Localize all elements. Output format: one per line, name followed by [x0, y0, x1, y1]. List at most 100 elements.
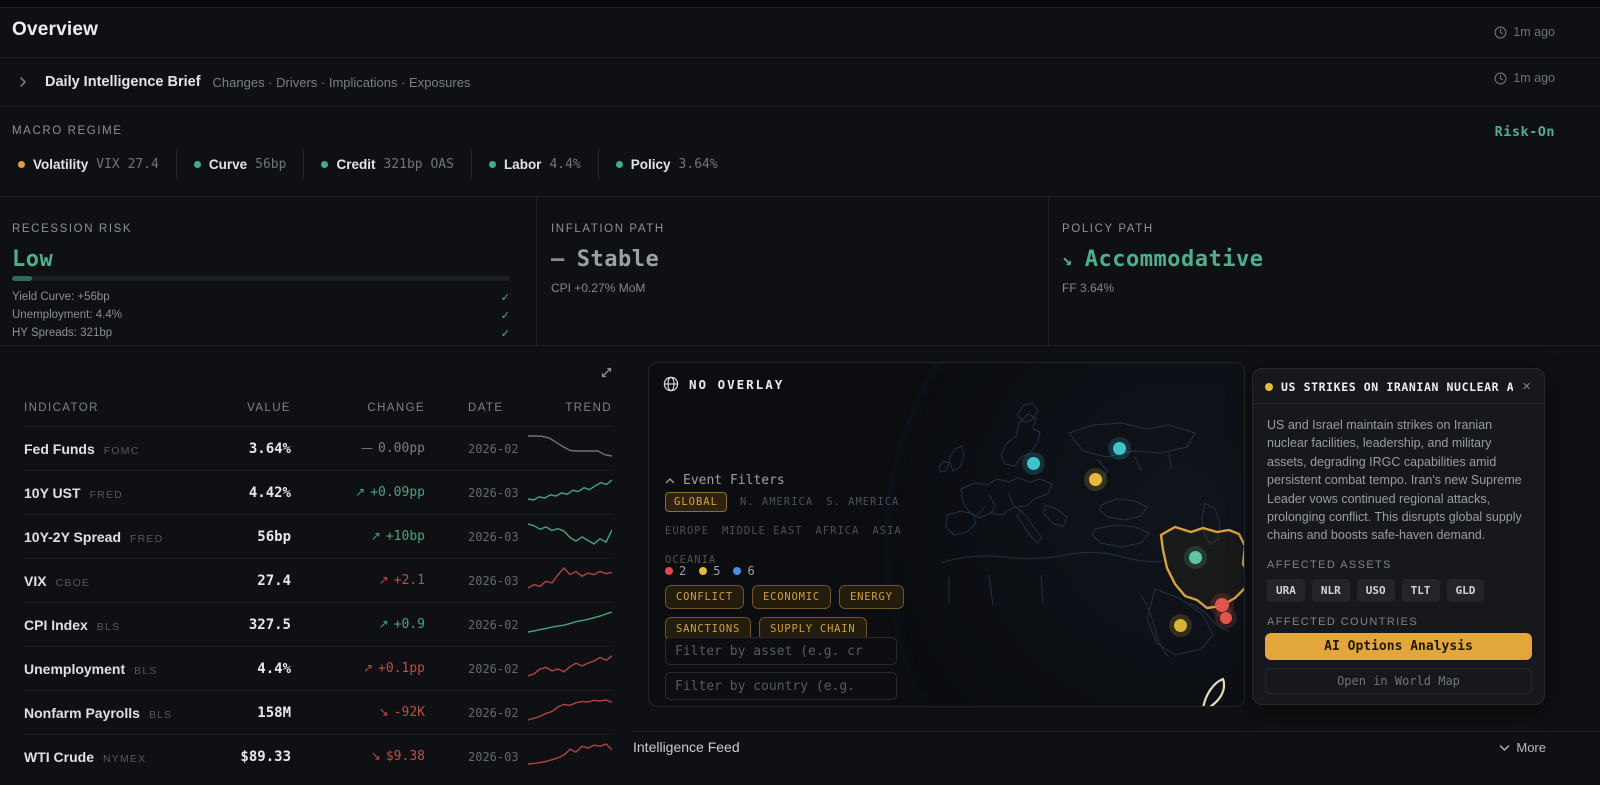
close-icon[interactable]: ×: [1522, 378, 1531, 395]
chevron-down-icon: [1500, 744, 1510, 751]
legend-dot-icon: [665, 567, 673, 575]
table-row[interactable]: Fed Funds FOMC 3.64% — 0.00pp 2026-02: [24, 426, 613, 470]
indicator-name: WTI Crude: [24, 748, 94, 765]
check-icon: ✓: [500, 309, 510, 322]
asset-chip-uso[interactable]: USO: [1356, 578, 1395, 602]
indicator-name-cell: Fed Funds FOMC: [24, 441, 215, 457]
macro-pill-value: 56bp: [255, 156, 287, 172]
recession-check-row: Yield Curve: +56bp ✓: [12, 288, 510, 306]
region-chip-global[interactable]: GLOBAL: [665, 492, 727, 512]
category-chip-conflict[interactable]: CONFLICT: [665, 585, 744, 609]
event-filters-label: Event Filters: [683, 473, 785, 488]
divider: [303, 149, 305, 179]
map-event-marker[interactable]: [1026, 456, 1040, 470]
asset-filter-input[interactable]: [665, 637, 897, 665]
status-dot-icon: [193, 160, 201, 168]
divider: [632, 731, 1600, 732]
map-event-marker[interactable]: [1173, 618, 1187, 632]
table-row[interactable]: CPI Index BLS 327.5 ↗ +0.9 2026-02: [24, 602, 613, 646]
brief-updated: 1m ago: [1494, 71, 1555, 85]
asset-chip-tlt[interactable]: TLT: [1401, 578, 1440, 602]
chevron-right-icon: [17, 76, 29, 88]
table-row[interactable]: Unemployment BLS 4.4% ↗ +0.1pp 2026-02: [24, 646, 613, 690]
open-in-world-map-button[interactable]: Open in World Map: [1265, 668, 1532, 694]
indicator-name-cell: VIX CBOE: [24, 573, 215, 589]
expand-table-button[interactable]: [598, 364, 618, 384]
trend-sparkline: [527, 477, 613, 508]
trend-sparkline: [528, 433, 613, 464]
trend-sparkline: [527, 609, 613, 640]
region-chip-asia[interactable]: ASIA: [872, 525, 902, 537]
indicator-name-cell: Unemployment BLS: [24, 661, 215, 677]
brief-title: Daily Intelligence Brief: [45, 74, 201, 90]
region-chip-africa[interactable]: AFRICA: [815, 525, 860, 537]
trend-arrow-icon: ↘: [378, 705, 389, 719]
map-event-marker[interactable]: [1088, 472, 1102, 486]
page-title: Overview: [12, 19, 99, 40]
indicator-value: $89.33: [240, 748, 291, 765]
indicator-table: Fed Funds FOMC 3.64% — 0.00pp 2026-02 10Y UST F…: [24, 426, 613, 778]
table-row[interactable]: 10Y UST FRED 4.42% ↗ +0.09pp 2026-03: [24, 470, 613, 514]
macro-pill-curve: Curve 56bp: [193, 156, 287, 172]
region-chip-s-america[interactable]: S. AMERICA: [826, 496, 900, 508]
trend-arrow-icon: ↗: [370, 529, 381, 543]
ai-options-analysis-button[interactable]: AI Options Analysis: [1265, 633, 1532, 660]
status-dot-icon: [321, 160, 329, 168]
category-chip-economic[interactable]: ECONOMIC: [751, 585, 831, 609]
indicator-date: 2026-03: [468, 529, 519, 544]
col-change: CHANGE: [367, 402, 425, 414]
recession-check-text: Unemployment: 4.4%: [12, 309, 122, 321]
region-chip-middle-east[interactable]: MIDDLE EAST: [721, 525, 803, 537]
table-row[interactable]: 10Y-2Y Spread FRED 56bp ↗ +10bp 2026-03: [24, 514, 613, 558]
indicator-source: BLS: [134, 664, 158, 677]
divider: [175, 149, 177, 179]
region-chip-n-america[interactable]: N. AMERICA: [739, 496, 814, 508]
table-row[interactable]: Nonfarm Payrolls BLS 158M ↘ -92K 2026-02: [24, 690, 613, 734]
legend-count-value: 6: [747, 564, 755, 578]
trend-sparkline: [527, 565, 613, 596]
map-overlay-header[interactable]: NO OVERLAY: [663, 376, 784, 392]
trend-sparkline: [527, 521, 613, 552]
region-chip-europe[interactable]: EUROPE: [665, 525, 709, 537]
policy-path-label: POLICY PATH: [1062, 223, 1154, 235]
country-filter-input[interactable]: [665, 672, 897, 700]
indicator-change: ↘ $9.38: [291, 749, 425, 764]
indicator-change-text: -92K: [393, 705, 425, 720]
clock-icon: [1494, 26, 1507, 38]
indicator-source: FOMC: [103, 444, 140, 457]
asset-chip-nlr[interactable]: NLR: [1311, 578, 1350, 602]
indicator-source: CBOE: [55, 576, 91, 589]
trend-sparkline: [527, 741, 613, 772]
map-event-marker[interactable]: [1220, 612, 1232, 624]
feed-more-button[interactable]: More: [1499, 740, 1546, 755]
region-chip-oceania[interactable]: OCEANIA: [665, 554, 717, 566]
indicator-change-text: +0.9: [393, 617, 425, 632]
indicator-value: 4.42%: [248, 484, 291, 501]
map-event-marker[interactable]: [1112, 441, 1126, 455]
map-event-marker[interactable]: [1215, 598, 1229, 612]
iran-highlight-outline[interactable]: [1159, 525, 1245, 610]
event-detail-card: US STRIKES ON IRANIAN NUCLEAR AND … × US…: [1252, 368, 1545, 705]
macro-pill-policy: Policy 3.64%: [615, 157, 718, 172]
divider: [0, 345, 1600, 346]
category-chip-energy[interactable]: ENERGY: [838, 585, 904, 609]
check-icon: ✓: [500, 327, 510, 340]
map-event-marker[interactable]: [1188, 550, 1202, 564]
indicator-table-header: INDICATOR VALUE CHANGE DATE TREND: [24, 398, 612, 418]
indicator-change: ↗ +10bp: [291, 529, 425, 544]
macro-pill-credit: Credit 321bp OAS: [321, 157, 454, 172]
asset-chip-ura[interactable]: URA: [1267, 578, 1305, 602]
divider: [0, 106, 1600, 107]
table-row[interactable]: WTI Crude NYMEX $89.33 ↘ $9.38 2026-03: [24, 734, 613, 778]
table-row[interactable]: VIX CBOE 27.4 ↗ +2.1 2026-03: [24, 558, 613, 602]
asset-chip-gld[interactable]: GLD: [1446, 578, 1485, 602]
daily-brief-row[interactable]: Daily Intelligence Brief Changes · Drive…: [0, 58, 1600, 106]
recession-check-text: Yield Curve: +56bp: [12, 291, 110, 303]
indicator-name-cell: CPI Index BLS: [24, 617, 215, 633]
event-filters-toggle[interactable]: Event Filters: [665, 473, 785, 488]
legend-count-value: 5: [713, 564, 721, 578]
indicator-date: 2026-02: [468, 617, 519, 632]
inflation-path-sub: CPI +0.27% MoM: [551, 281, 646, 295]
indicator-name: 10Y-2Y Spread: [24, 528, 122, 545]
arrow-down-right-icon: ↘: [1062, 249, 1073, 270]
